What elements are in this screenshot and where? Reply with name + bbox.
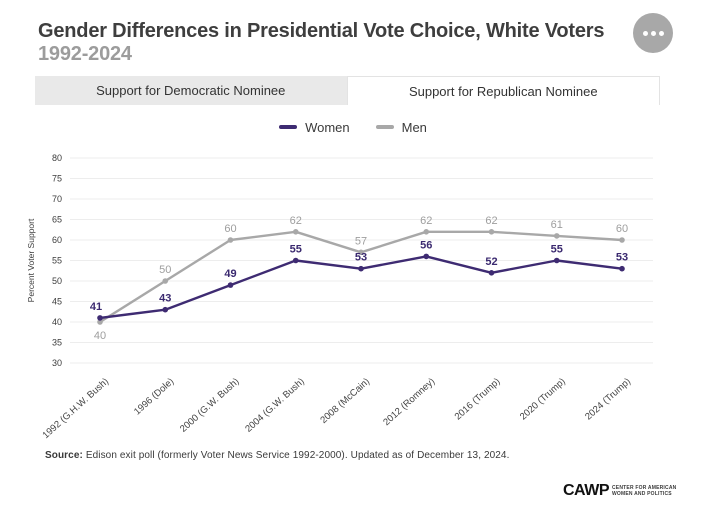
cawp-logo-tagline: CENTER FOR AMERICAN WOMEN AND POLITICS	[612, 485, 677, 497]
x-tick-label: 2024 (Trump)	[583, 376, 633, 422]
x-tick-label: 1996 (Dole)	[132, 376, 176, 417]
cawp-logo: CAWP CENTER FOR AMERICAN WOMEN AND POLIT…	[563, 483, 676, 499]
men-data-point[interactable]	[488, 229, 495, 235]
y-tick-label: 35	[52, 338, 62, 348]
y-tick-label: 75	[52, 174, 62, 184]
ellipsis-icon	[650, 30, 656, 36]
women-data-point[interactable]	[358, 265, 364, 272]
women-data-point[interactable]	[162, 306, 169, 313]
men-data-label: 40	[94, 330, 106, 342]
men-data-label: 50	[159, 264, 171, 276]
men-data-point[interactable]	[97, 319, 103, 325]
y-tick-label: 30	[52, 358, 62, 368]
view-tabs: Support for Democratic Nominee Support f…	[35, 76, 660, 105]
page-title: Gender Differences in Presidential Vote …	[38, 20, 605, 42]
chart-legend: Women Men	[0, 119, 706, 135]
women-data-label: 56	[420, 239, 432, 251]
men-data-point[interactable]	[619, 237, 625, 243]
men-data-label: 62	[485, 215, 497, 227]
tab-democratic-nominee[interactable]: Support for Democratic Nominee	[35, 76, 347, 105]
men-data-point[interactable]	[553, 233, 560, 239]
men-data-point[interactable]	[162, 278, 169, 284]
women-data-point[interactable]	[423, 253, 430, 260]
legend-label: Men	[401, 119, 427, 135]
men-data-point[interactable]	[358, 249, 364, 256]
men-line	[98, 230, 624, 324]
y-tick-label: 50	[52, 276, 62, 286]
legend-label: Women	[305, 119, 350, 135]
y-tick-label: 70	[52, 194, 62, 204]
women-line-swatch	[279, 125, 298, 129]
more-options-button[interactable]	[633, 13, 673, 53]
men-line-swatch	[375, 125, 394, 129]
women-data-label: 52	[485, 256, 497, 268]
y-axis-title: Percent Voter Support	[26, 218, 36, 302]
women-data-label: 55	[551, 244, 563, 256]
women-data-point[interactable]	[553, 257, 560, 264]
page-subtitle: 1992-2024	[38, 43, 132, 65]
men-data-label: 60	[224, 223, 236, 235]
source-label: Source:	[45, 450, 83, 461]
women-data-point[interactable]	[619, 265, 625, 272]
x-tick-label: 2000 (G.W. Bush)	[178, 376, 241, 435]
men-data-label: 62	[420, 215, 432, 227]
x-tick-label: 2016 (Trump)	[453, 376, 503, 422]
x-tick-label: 2020 (Trump)	[518, 376, 568, 422]
men-data-label: 60	[616, 223, 628, 235]
y-tick-label: 60	[52, 235, 62, 245]
women-data-label: 55	[290, 244, 302, 256]
women-data-label: 41	[90, 301, 102, 313]
legend-item-men[interactable]: Men	[375, 119, 427, 135]
men-data-point[interactable]	[227, 237, 234, 243]
line-chart: 30 35 40 45 50 55 60 65 70 75 80 Percent Voter Supp…	[26, 153, 653, 441]
x-tick-label: 2008 (McCain)	[318, 376, 372, 426]
women-data-point[interactable]	[292, 257, 299, 264]
legend-item-women[interactable]: Women	[279, 120, 350, 135]
ellipsis-icon	[642, 30, 648, 36]
women-data-label: 43	[159, 293, 171, 305]
men-data-point[interactable]	[423, 229, 430, 235]
women-data-label: 49	[224, 268, 236, 280]
x-tick-label: 2012 (Romney)	[381, 376, 437, 428]
source-note: Source: Edison exit poll (formerly Voter…	[45, 450, 509, 461]
y-tick-label: 55	[52, 256, 62, 266]
men-data-point[interactable]	[292, 229, 299, 235]
y-tick-label: 65	[52, 215, 62, 225]
x-tick-label: 2004 (G.W. Bush)	[243, 376, 306, 435]
men-data-label: 57	[355, 235, 367, 247]
y-tick-label: 80	[52, 153, 62, 163]
women-data-point[interactable]	[488, 270, 495, 276]
tab-republican-nominee[interactable]: Support for Republican Nominee	[346, 76, 660, 105]
women-data-point[interactable]	[227, 282, 234, 288]
source-text: Edison exit poll (formerly Voter News Se…	[82, 450, 510, 461]
x-tick-label: 1992 (G.H.W. Bush)	[40, 376, 111, 441]
ellipsis-icon	[658, 30, 664, 36]
women-line	[98, 255, 624, 320]
y-tick-label: 45	[52, 297, 62, 307]
cawp-logo-mark: CAWP	[563, 482, 610, 499]
men-data-label: 62	[290, 215, 302, 227]
women-data-label: 53	[616, 252, 628, 264]
women-data-point[interactable]	[97, 315, 103, 321]
men-data-label: 61	[551, 219, 563, 231]
y-tick-label: 40	[52, 317, 62, 327]
